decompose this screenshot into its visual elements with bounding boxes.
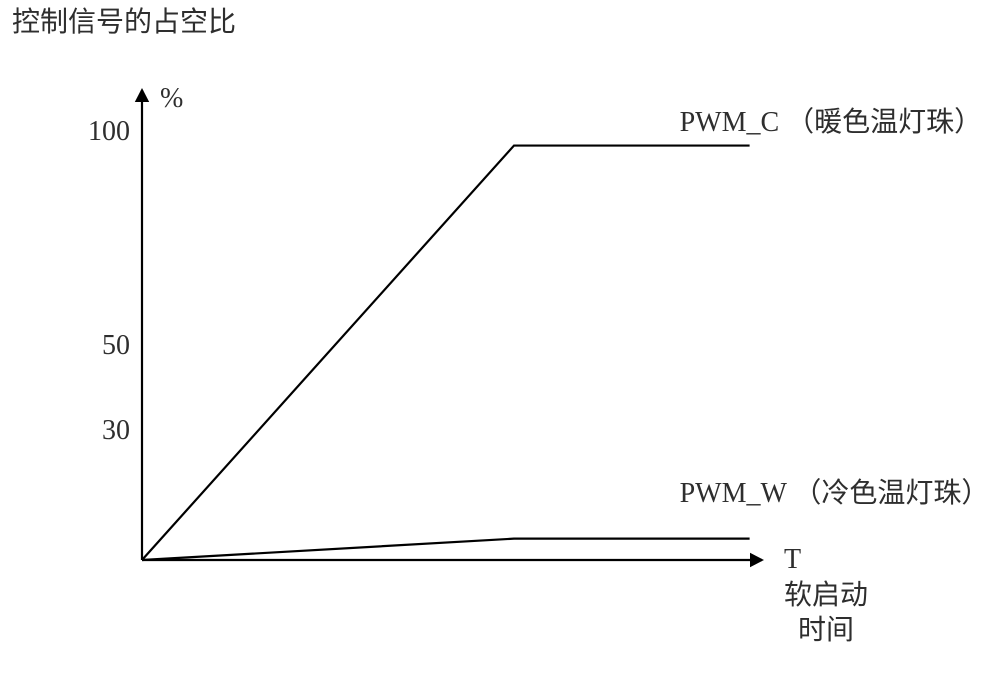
x-axis-label-line2: 软启动: [784, 581, 868, 612]
legend-pwm-c: PWM_C （暖色温灯珠）: [680, 108, 983, 139]
y-tick-label: 30: [102, 416, 130, 447]
chart-title: 控制信号的占空比: [12, 8, 236, 39]
y-tick-label: 50: [102, 331, 130, 362]
legend-pwm-w: PWM_W （冷色温灯珠）: [680, 479, 990, 510]
y-tick-label: 100: [88, 117, 130, 148]
y-axis-unit: %: [160, 84, 183, 115]
x-axis-label-line1: T: [784, 545, 801, 576]
x-axis-label-line3: 时间: [798, 616, 854, 647]
